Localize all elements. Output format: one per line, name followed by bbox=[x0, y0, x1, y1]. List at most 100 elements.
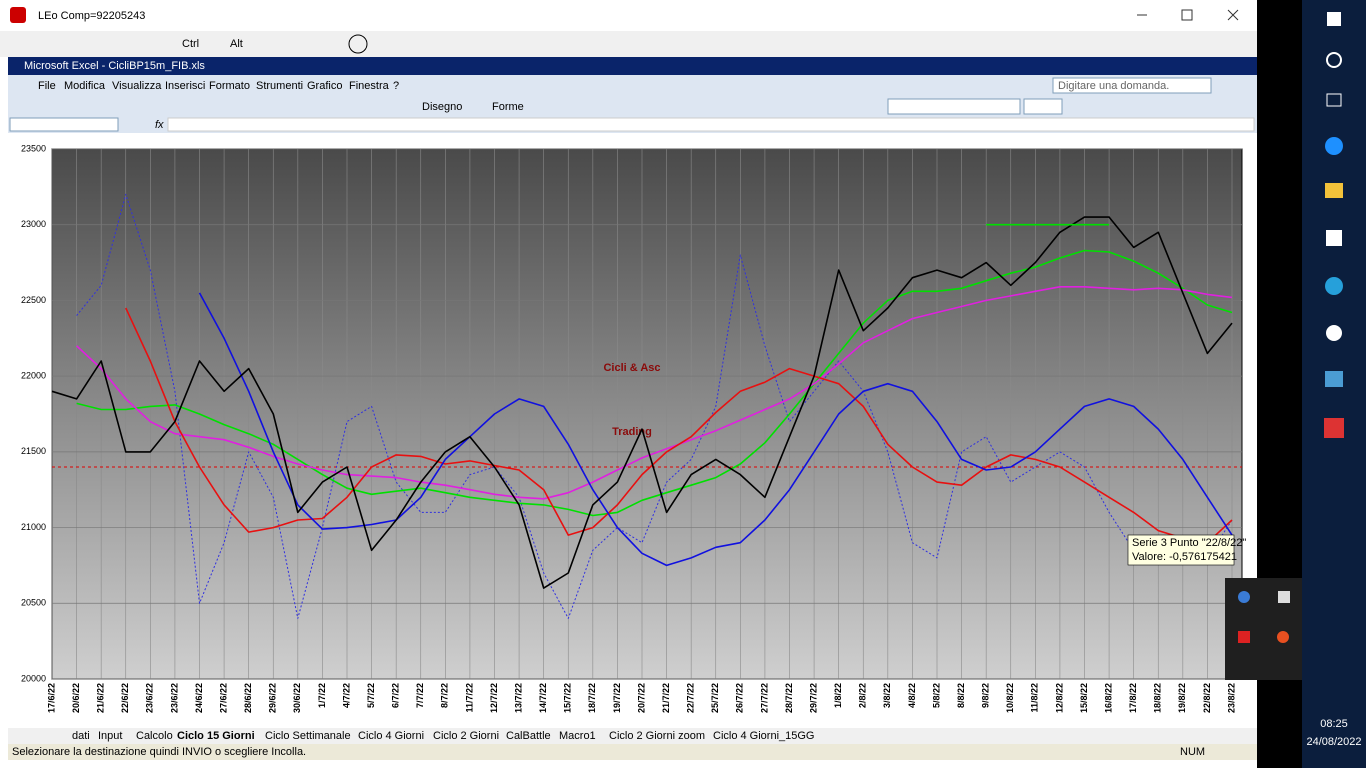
sheet-tab[interactable]: Ciclo 15 Giorni bbox=[177, 730, 255, 742]
explorer-icon[interactable] bbox=[1325, 183, 1343, 198]
watermark: Trading bbox=[612, 426, 652, 438]
x-tick-label: 23/8/22 bbox=[1226, 683, 1236, 713]
x-tick-label: 5/8/22 bbox=[931, 683, 941, 708]
x-tick-label: 30/6/22 bbox=[292, 683, 302, 713]
menu-item[interactable]: Visualizza bbox=[112, 80, 162, 92]
x-tick-label: 25/7/22 bbox=[710, 683, 720, 713]
drawing-menu[interactable]: Disegno bbox=[422, 101, 462, 113]
sheet-tab[interactable]: Ciclo 2 Giorni zoom bbox=[609, 730, 705, 742]
plot-area bbox=[51, 148, 1243, 680]
app-icon[interactable] bbox=[1324, 418, 1344, 438]
excel-titlebar bbox=[8, 57, 1257, 75]
y-tick-label: 21000 bbox=[21, 522, 46, 532]
num-indicator: NUM bbox=[1180, 746, 1205, 758]
x-tick-label: 19/7/22 bbox=[612, 683, 622, 713]
close[interactable] bbox=[1227, 9, 1239, 21]
ctrl-button[interactable]: Ctrl bbox=[182, 38, 199, 50]
x-tick-label: 15/8/22 bbox=[1079, 683, 1089, 713]
x-tick-label: 5/7/22 bbox=[366, 683, 376, 708]
help-box[interactable] bbox=[1052, 77, 1212, 94]
x-tick-label: 23/6/22 bbox=[145, 683, 155, 713]
x-tick-label: 11/7/22 bbox=[464, 683, 474, 713]
y-tick-label: 23000 bbox=[21, 219, 46, 229]
menu-item[interactable]: Modifica bbox=[64, 80, 106, 92]
font-box[interactable] bbox=[887, 98, 1021, 115]
alt-button[interactable]: Alt bbox=[230, 38, 243, 50]
shapes-menu[interactable]: Forme bbox=[492, 101, 524, 113]
x-tick-label: 24/6/22 bbox=[194, 683, 204, 713]
menu-item[interactable]: Grafico bbox=[307, 80, 342, 92]
x-tick-label: 29/7/22 bbox=[808, 683, 818, 713]
line-series bbox=[76, 193, 1233, 619]
clock-time: 08:25 bbox=[1320, 718, 1348, 730]
line-series bbox=[125, 307, 1233, 544]
menu-item[interactable]: Formato bbox=[209, 80, 250, 92]
sheet-tab[interactable]: CalBattle bbox=[506, 730, 551, 742]
x-tick-label: 18/7/22 bbox=[587, 683, 597, 713]
sheet-tab[interactable]: Macro1 bbox=[559, 730, 596, 742]
y-tick-label: 21500 bbox=[21, 446, 46, 456]
sheet-tab[interactable]: Calcolo bbox=[136, 730, 173, 742]
x-tick-label: 13/7/22 bbox=[513, 683, 523, 713]
x-tick-label: 4/8/22 bbox=[907, 683, 917, 708]
x-tick-label: 4/7/22 bbox=[341, 683, 351, 708]
y-tick-label: 20500 bbox=[21, 598, 46, 608]
app-icon[interactable] bbox=[1325, 371, 1343, 387]
sheet-tab[interactable]: Input bbox=[98, 730, 122, 742]
fx-label: fx bbox=[155, 119, 164, 131]
y-tick-label: 20000 bbox=[21, 673, 46, 683]
x-tick-label: 21/6/22 bbox=[96, 683, 106, 713]
sheet-tab[interactable]: Ciclo Settimanale bbox=[265, 730, 351, 742]
tray-icon[interactable] bbox=[1278, 591, 1290, 603]
x-tick-label: 12/8/22 bbox=[1054, 683, 1064, 713]
x-tick-label: 18/8/22 bbox=[1153, 683, 1163, 713]
name-box[interactable] bbox=[9, 117, 119, 132]
maximize[interactable] bbox=[1181, 9, 1193, 21]
sheet-tab[interactable]: dati bbox=[72, 730, 90, 742]
status-message: Selezionare la destinazione quindi INVIO… bbox=[12, 746, 306, 758]
bluetooth-icon[interactable] bbox=[1238, 591, 1250, 603]
x-tick-label: 22/6/22 bbox=[120, 683, 130, 713]
sheet-tab[interactable]: Ciclo 4 Giorni_15GG bbox=[713, 730, 815, 742]
sheet-tab[interactable]: Ciclo 2 Giorni bbox=[433, 730, 499, 742]
menu-item[interactable]: ? bbox=[393, 80, 399, 92]
start-button[interactable] bbox=[1327, 12, 1341, 26]
clock-icon[interactable] bbox=[348, 34, 368, 54]
edge-icon[interactable] bbox=[1325, 137, 1343, 155]
x-tick-label: 27/7/22 bbox=[759, 683, 769, 713]
tray-icon[interactable] bbox=[1238, 631, 1250, 643]
search-button[interactable] bbox=[1326, 52, 1342, 68]
x-tick-label: 19/8/22 bbox=[1177, 683, 1187, 713]
x-tick-label: 26/7/22 bbox=[735, 683, 745, 713]
sheet-tab[interactable]: Ciclo 4 Giorni bbox=[358, 730, 424, 742]
app-icon bbox=[10, 7, 26, 23]
x-tick-label: 6/7/22 bbox=[391, 683, 401, 708]
menu-item[interactable]: File bbox=[38, 80, 56, 92]
app-toolbar bbox=[0, 31, 1257, 57]
line-series bbox=[51, 216, 1233, 589]
x-tick-label: 16/8/22 bbox=[1103, 683, 1113, 713]
tooltip bbox=[1127, 534, 1235, 566]
sheet-tabs bbox=[8, 728, 1257, 744]
x-tick-label: 1/7/22 bbox=[317, 683, 327, 708]
size-box[interactable] bbox=[1023, 98, 1063, 115]
settings-icon[interactable] bbox=[1326, 325, 1342, 341]
x-tick-label: 22/7/22 bbox=[686, 683, 696, 713]
store-icon[interactable] bbox=[1326, 230, 1342, 246]
x-tick-label: 8/8/22 bbox=[956, 683, 966, 708]
x-tick-label: 22/8/22 bbox=[1202, 683, 1212, 713]
x-tick-label: 20/7/22 bbox=[636, 683, 646, 713]
tray-icon[interactable] bbox=[1277, 631, 1289, 643]
tray-popup bbox=[1225, 578, 1303, 680]
menu-item[interactable]: Inserisci bbox=[165, 80, 205, 92]
edge-icon[interactable] bbox=[1325, 277, 1343, 295]
formula-bar[interactable] bbox=[167, 117, 1255, 132]
x-tick-label: 23/6/22 bbox=[169, 683, 179, 713]
window-title: LEo Comp=92205243 bbox=[38, 10, 145, 22]
task-view[interactable] bbox=[1326, 93, 1342, 107]
x-tick-label: 11/8/22 bbox=[1030, 683, 1040, 713]
x-tick-label: 29/6/22 bbox=[268, 683, 278, 713]
menu-item[interactable]: Finestra bbox=[349, 80, 390, 92]
menu-item[interactable]: Strumenti bbox=[256, 80, 303, 92]
